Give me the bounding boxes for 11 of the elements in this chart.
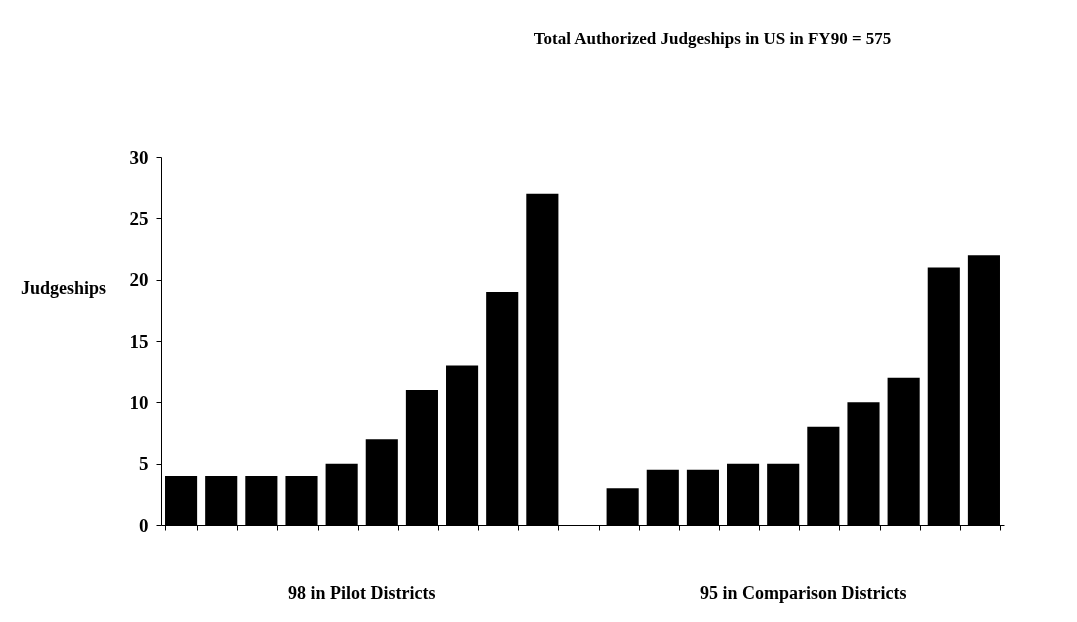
y-tick-label: 5	[139, 453, 149, 475]
y-tick-label: 10	[129, 391, 149, 413]
y-axis-title: Judgeships	[20, 278, 106, 299]
chart-title: Total Authorized Judgeships in US in FY90 = 575	[533, 29, 892, 48]
y-tick-label: 30	[129, 146, 149, 168]
y-tick-label: 0	[139, 514, 149, 536]
y-tick-label: 25	[129, 207, 149, 229]
text: 95 in Comparison Districts	[700, 583, 907, 603]
y-tick-label: 15	[129, 330, 149, 352]
text: 98 in Pilot Districts	[287, 583, 436, 603]
y-tick-label: 20	[129, 269, 149, 291]
